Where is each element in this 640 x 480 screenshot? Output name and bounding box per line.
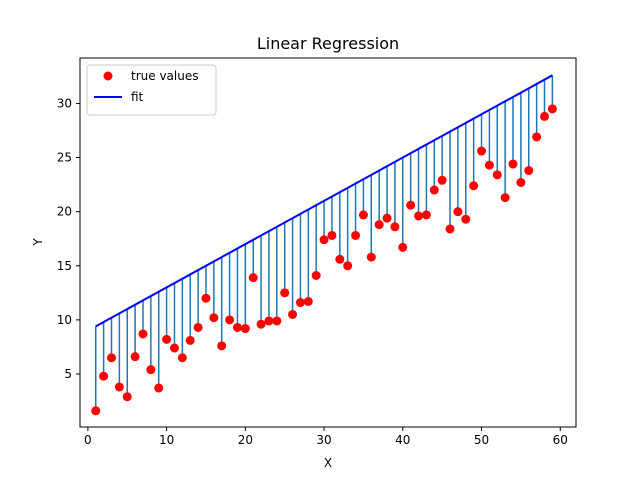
data-point [540,111,550,121]
y-axis-label: Y [31,238,45,247]
data-point [295,298,305,308]
data-point [469,181,479,191]
data-point [390,222,400,232]
data-point [516,177,526,187]
data-point [264,316,274,326]
x-axis-label: X [324,456,332,470]
data-point [484,160,494,170]
y-tick-label: 5 [64,367,72,381]
data-point [146,365,156,375]
data-point [106,353,116,363]
data-point [453,207,463,217]
x-axis-ticks: 0 10 20 30 40 50 60 [84,427,568,447]
data-point [162,334,172,344]
data-point [288,309,298,319]
data-point [177,353,187,363]
data-point [240,324,250,334]
legend-label-true-values: true values [131,69,198,83]
fit-line-group [95,74,553,328]
legend-label-fit: fit [131,90,144,104]
data-point [421,210,431,220]
data-point [248,273,258,283]
data-point [303,296,313,306]
y-tick-label: 20 [57,205,72,219]
data-point [358,210,368,220]
data-point [398,242,408,252]
data-point [91,406,101,416]
data-point [532,132,542,142]
data-point [130,352,140,362]
data-point [232,322,242,332]
data-point [461,214,471,224]
x-tick-label: 0 [84,433,92,447]
true-values-points [91,104,557,416]
data-point [209,313,219,323]
data-point [201,293,211,303]
x-tick-label: 30 [316,433,331,447]
data-point [122,392,132,402]
data-point [169,343,179,353]
data-point [185,335,195,345]
data-point [382,213,392,223]
data-point [193,322,203,332]
data-point [406,200,416,210]
data-point [114,382,124,392]
y-tick-label: 10 [57,313,72,327]
data-point [508,159,518,169]
data-point [429,185,439,195]
chart-title: Linear Regression [257,34,399,53]
data-point [547,104,557,114]
data-point [492,170,502,180]
data-point [138,329,148,339]
data-point [500,193,510,203]
y-tick-label: 30 [57,96,72,110]
data-point [343,261,353,271]
data-point [319,235,329,245]
data-point [99,371,109,381]
data-point [335,254,345,264]
legend-marker-true-values [103,71,113,81]
y-axis-ticks: 5 10 15 20 25 30 [57,96,80,381]
data-point [225,315,235,325]
plot-frame [79,57,577,428]
data-point [524,166,534,176]
data-point [351,230,361,240]
data-point [272,316,282,326]
y-tick-label: 25 [57,151,72,165]
data-point [366,252,376,262]
y-tick-label: 15 [57,259,72,273]
data-point [154,383,164,393]
data-point [327,230,337,240]
data-point [311,271,321,281]
x-tick-label: 40 [395,433,410,447]
residual-stems [94,75,554,411]
data-point [256,319,266,329]
data-point [445,224,455,234]
x-tick-label: 10 [159,433,174,447]
fit-line [95,74,553,328]
data-point [437,175,447,185]
data-point [374,220,384,230]
data-point [217,341,227,351]
x-tick-label: 60 [553,433,568,447]
data-point [414,211,424,221]
x-tick-label: 50 [474,433,489,447]
data-point [280,288,290,298]
legend-box [86,64,217,116]
legend: true values fit [86,64,217,116]
data-point [477,146,487,156]
x-tick-label: 20 [238,433,253,447]
